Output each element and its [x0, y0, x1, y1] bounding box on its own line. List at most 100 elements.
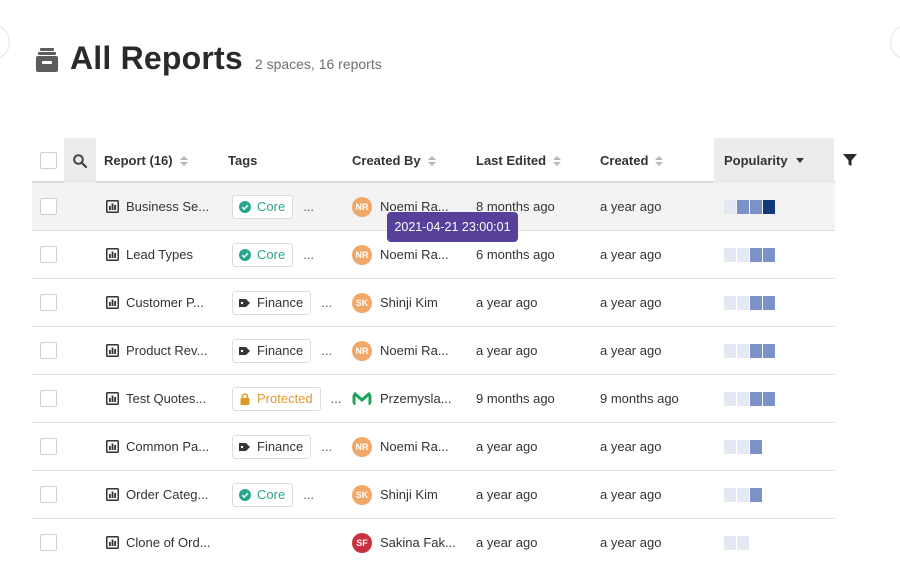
last-edited-value: a year ago: [476, 343, 538, 358]
scroll-left-button[interactable]: [0, 24, 10, 60]
report-name[interactable]: Common Pa...: [126, 439, 210, 454]
report-name[interactable]: Product Rev...: [126, 343, 208, 358]
report-name-cell[interactable]: Customer P...: [106, 279, 204, 326]
created-by-cell: SK Shinji Kim: [352, 471, 438, 518]
creator-name: Noemi Ra...: [380, 199, 449, 214]
popularity-bars: [724, 199, 775, 214]
column-header-last-edited[interactable]: Last Edited: [476, 138, 562, 183]
creator-name: Shinji Kim: [380, 295, 438, 310]
last-edited-value: a year ago: [476, 439, 538, 454]
popularity-bar: [724, 487, 736, 502]
reports-table: Report (16) Tags Created By Last Edited …: [32, 138, 864, 566]
row-checkbox[interactable]: [40, 342, 57, 359]
tag-chip[interactable]: Finance: [232, 434, 312, 459]
popularity-bar: [737, 199, 749, 214]
sort-icon: [553, 155, 562, 166]
column-header-created-by[interactable]: Created By: [352, 138, 436, 183]
select-all-cell: [40, 138, 57, 183]
table-row[interactable]: Order Categ... Core... SK Shinji Kim a year …: [32, 471, 835, 519]
filter-icon[interactable]: [842, 152, 858, 168]
report-icon: [106, 536, 119, 549]
row-select-cell: [40, 231, 57, 278]
popularity-bar: [750, 343, 762, 358]
table-row[interactable]: Lead Types Core... NR Noemi Ra... 6 months a…: [32, 231, 835, 279]
row-checkbox[interactable]: [40, 390, 57, 407]
report-name[interactable]: Business Se...: [126, 199, 210, 214]
report-name[interactable]: Customer P...: [126, 295, 204, 310]
row-checkbox[interactable]: [40, 534, 57, 551]
report-name[interactable]: Clone of Ord...: [126, 535, 211, 550]
tag-chip[interactable]: Core: [232, 482, 294, 507]
table-row[interactable]: Product Rev... Finance... NR Noemi Ra... a y…: [32, 327, 835, 375]
table-search-button[interactable]: [64, 138, 96, 183]
row-select-cell: [40, 423, 57, 470]
tag-label: Core: [257, 487, 286, 502]
last-edited-cell: a year ago: [476, 279, 537, 326]
column-header-report[interactable]: Report (16): [104, 138, 188, 183]
table-header: Report (16) Tags Created By Last Edited …: [32, 138, 857, 183]
user-avatar: SF: [352, 532, 372, 553]
tag-chip[interactable]: Protected: [232, 386, 321, 411]
report-name-cell[interactable]: Clone of Ord...: [106, 519, 211, 566]
tag-label: Core: [257, 199, 286, 214]
column-label-created-by: Created By: [352, 153, 421, 168]
report-icon: [106, 440, 119, 453]
last-edited-value: 8 months ago: [476, 199, 555, 214]
more-tags[interactable]: ...: [330, 391, 342, 406]
report-icon: [106, 296, 119, 309]
row-checkbox[interactable]: [40, 294, 57, 311]
select-all-checkbox[interactable]: [40, 152, 57, 169]
scroll-right-button[interactable]: [890, 24, 900, 60]
report-name[interactable]: Lead Types: [126, 247, 193, 262]
popularity-bar: [737, 343, 749, 358]
report-name[interactable]: Test Quotes...: [126, 391, 207, 406]
created-by-cell: NR Noemi Ra...: [352, 423, 449, 470]
table-row[interactable]: Clone of Ord... SF Sakina Fak... a year ago…: [32, 519, 835, 566]
popularity-bars: [724, 487, 775, 502]
check-circle-icon: [239, 248, 251, 261]
report-name-cell[interactable]: Order Categ...: [106, 471, 208, 518]
report-name-cell[interactable]: Product Rev...: [106, 327, 207, 374]
table-row[interactable]: Customer P... Finance... SK Shinji Kim a yea…: [32, 279, 835, 327]
table-row[interactable]: Common Pa... Finance... NR Noemi Ra... a yea…: [32, 423, 835, 471]
report-name-cell[interactable]: Common Pa...: [106, 423, 209, 470]
row-checkbox[interactable]: [40, 198, 57, 215]
more-tags[interactable]: ...: [321, 439, 333, 454]
report-icon: [106, 200, 119, 213]
popularity-bar: [750, 536, 762, 550]
column-header-popularity[interactable]: Popularity: [714, 138, 834, 183]
row-checkbox[interactable]: [40, 486, 57, 503]
table-row[interactable]: Business Se... Core... NR Noemi Ra... 8 mont…: [32, 183, 835, 231]
column-header-created[interactable]: Created: [600, 138, 664, 183]
more-tags[interactable]: ...: [321, 295, 333, 310]
report-name-cell[interactable]: Test Quotes...: [106, 375, 206, 422]
tag-chip[interactable]: Finance: [232, 290, 312, 315]
popularity-cell: [724, 375, 775, 422]
more-tags[interactable]: ...: [303, 199, 315, 214]
check-circle-icon: [239, 200, 251, 213]
row-checkbox[interactable]: [40, 246, 57, 263]
popularity-bar: [763, 247, 775, 262]
sort-icon: [427, 155, 436, 166]
created-value: a year ago: [600, 439, 662, 454]
table-row[interactable]: Test Quotes... Protected... Przemysla... 9 …: [32, 375, 835, 423]
created-cell: a year ago: [600, 519, 661, 566]
tag-chip[interactable]: Core: [232, 242, 294, 267]
popularity-cell: [724, 279, 775, 326]
more-tags[interactable]: ...: [321, 343, 333, 358]
popularity-bar: [737, 391, 749, 406]
created-value: 9 months ago: [600, 391, 679, 406]
row-checkbox[interactable]: [40, 438, 57, 455]
tags-cell: Finance...: [232, 279, 332, 326]
more-tags[interactable]: ...: [303, 487, 315, 502]
report-name-cell[interactable]: Business Se...: [106, 183, 209, 230]
more-tags[interactable]: ...: [303, 247, 315, 262]
report-name-cell[interactable]: Lead Types: [106, 231, 193, 278]
column-label-tags: Tags: [228, 153, 258, 168]
tag-chip[interactable]: Core: [232, 194, 294, 219]
popularity-bar: [750, 247, 762, 262]
created-value: a year ago: [600, 295, 662, 310]
tag-chip[interactable]: Finance: [232, 338, 312, 363]
row-select-cell: [40, 375, 57, 422]
report-name[interactable]: Order Categ...: [126, 487, 209, 502]
